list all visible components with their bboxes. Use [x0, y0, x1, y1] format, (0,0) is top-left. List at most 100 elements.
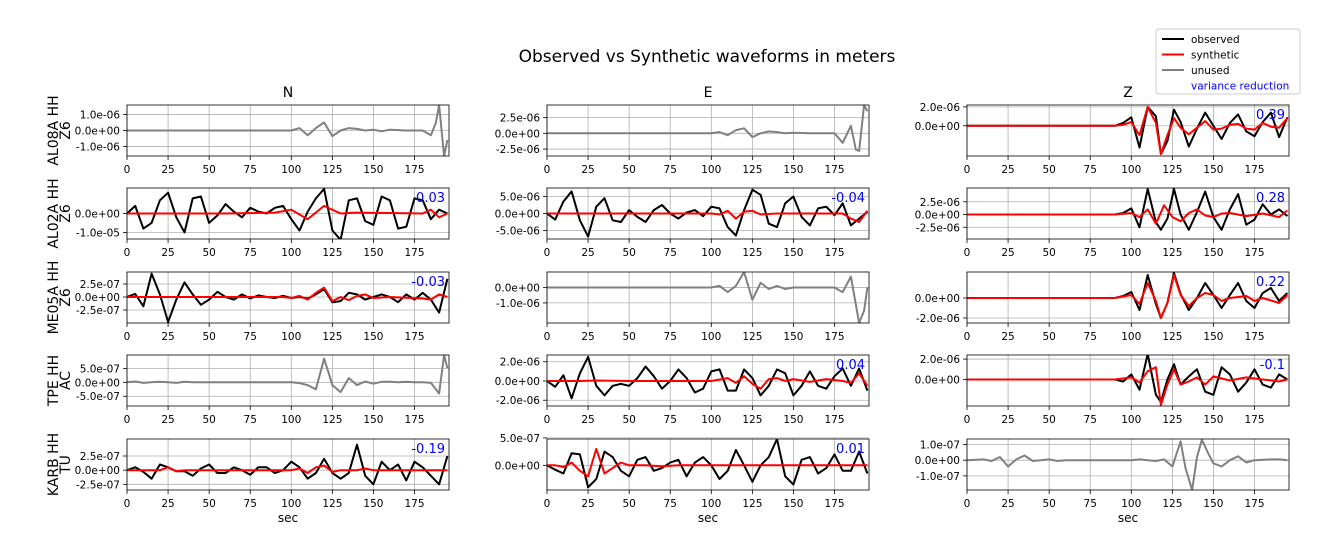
x-tick-label: 175	[824, 164, 844, 176]
x-axis-label: sec	[1118, 511, 1138, 525]
panel-frame	[546, 104, 870, 157]
x-tick-label: 75	[1084, 164, 1097, 176]
x-tick-label: 100	[701, 331, 721, 343]
x-tick-label: 175	[824, 331, 844, 343]
column-header: N	[283, 85, 293, 101]
y-tick-label: 0.0e+00	[495, 460, 540, 472]
x-tick-label: 0	[124, 498, 131, 510]
panel-frame	[126, 438, 450, 491]
y-tick-label: -2.5e-06	[916, 222, 960, 234]
panel: 0 25 50 75 100 125 150 175 5.0e-07 0.0e+00 0.01	[495, 433, 870, 510]
x-tick-label: 25	[161, 164, 174, 176]
unused-trace	[967, 439, 1288, 490]
panel-frame	[546, 187, 870, 240]
variance-reduction-label: 0.01	[836, 442, 865, 457]
x-tick-label: 125	[1162, 414, 1182, 426]
x-tick-label: 50	[622, 331, 635, 343]
x-tick-label: 100	[701, 414, 721, 426]
panel: 0 25 50 75 100 125 150 175 0.0e+00 -1.0e-06	[495, 271, 870, 343]
x-tick-label: 25	[581, 331, 594, 343]
x-tick-label: 125	[322, 414, 342, 426]
x-tick-label: 125	[322, 331, 342, 343]
variance-reduction-label: 0.03	[416, 191, 445, 206]
x-tick-label: 0	[544, 247, 551, 259]
x-tick-label: 100	[281, 331, 301, 343]
x-axis-label: sec	[698, 511, 718, 525]
row-label-line1: Z6	[58, 288, 74, 307]
y-tick-label: 2.5e-06	[920, 197, 961, 209]
x-tick-label: 100	[1121, 247, 1141, 259]
x-tick-label: 50	[622, 498, 635, 510]
x-tick-label: 100	[1121, 498, 1141, 510]
x-tick-label: 125	[742, 498, 762, 510]
legend: observed synthetic unused variance reductio…	[1155, 28, 1301, 95]
x-tick-label: 50	[622, 247, 635, 259]
y-tick-label: 1.0e-06	[80, 110, 121, 122]
panel: 0 25 50 75 100 125 150 175 2.0e-06 0.0e+00 -2.0e-0…	[495, 354, 870, 426]
synthetic-trace	[967, 274, 1289, 319]
y-tick-label: -2.0e-06	[916, 313, 960, 325]
x-tick-label: 0	[964, 247, 971, 259]
x-tick-label: 75	[1084, 414, 1097, 426]
x-tick-label: 125	[742, 164, 762, 176]
x-tick-label: 125	[1162, 331, 1182, 343]
y-tick-label: 0.0e+00	[75, 465, 120, 477]
observed-trace	[127, 188, 448, 239]
x-tick-label: 0	[124, 331, 131, 343]
panel-frame	[126, 354, 450, 407]
observed-trace	[547, 188, 869, 238]
row-label-line2: TPE HH	[46, 355, 62, 407]
panel-frame	[966, 187, 1290, 240]
x-tick-label: 50	[1042, 247, 1055, 259]
observed-trace	[967, 272, 1289, 319]
x-tick-label: 50	[202, 331, 215, 343]
x-tick-label: 0	[544, 164, 551, 176]
variance-reduction-label: -0.19	[411, 442, 445, 457]
x-tick-label: 100	[281, 247, 301, 259]
y-tick-label: 0.0e+00	[495, 282, 540, 294]
variance-reduction-label: -0.1	[1260, 358, 1285, 373]
x-tick-label: 175	[404, 414, 424, 426]
x-tick-label: 150	[1203, 331, 1223, 343]
x-tick-label: 150	[1203, 164, 1223, 176]
x-tick-label: 0	[124, 247, 131, 259]
column-header: E	[704, 85, 713, 101]
x-tick-label: 0	[964, 498, 971, 510]
x-tick-label: 125	[1162, 164, 1182, 176]
synthetic-trace	[967, 105, 1289, 156]
variance-reduction-label: 0.28	[1256, 191, 1285, 206]
x-tick-label: 175	[1244, 498, 1264, 510]
x-tick-label: 25	[161, 414, 174, 426]
panel-frame	[126, 104, 450, 157]
x-tick-label: 0	[964, 164, 971, 176]
x-tick-label: 175	[824, 247, 844, 259]
y-tick-label: 2.5e-07	[80, 279, 120, 291]
legend-label: unused	[1191, 65, 1230, 77]
y-tick-label: -2.5e-06	[496, 144, 540, 156]
x-tick-label: 25	[1001, 498, 1014, 510]
panel-frame	[966, 271, 1290, 324]
x-tick-label: 75	[244, 414, 257, 426]
panel: 0 25 50 75 100 125 150 175 2.0e-06 0.0e+00 0.39	[915, 102, 1290, 176]
synthetic-trace	[127, 204, 448, 221]
x-tick-label: 75	[244, 247, 257, 259]
x-tick-label: 50	[1042, 164, 1055, 176]
x-tick-label: 25	[1001, 331, 1014, 343]
variance-reduction-label: -0.04	[831, 191, 865, 206]
x-tick-label: 175	[1244, 247, 1264, 259]
x-tick-label: 100	[281, 498, 301, 510]
y-tick-label: 0.0e+00	[915, 455, 960, 467]
x-tick-label: 125	[742, 247, 762, 259]
synthetic-trace	[127, 464, 448, 474]
x-tick-label: 175	[404, 164, 424, 176]
x-tick-label: 100	[1121, 164, 1141, 176]
y-tick-label: -5.0e-07	[76, 391, 120, 403]
y-tick-label: 2.0e-06	[920, 102, 961, 114]
x-tick-label: 150	[1203, 414, 1223, 426]
x-tick-label: 75	[1084, 247, 1097, 259]
x-tick-label: 150	[1203, 498, 1223, 510]
x-tick-label: 75	[244, 498, 257, 510]
